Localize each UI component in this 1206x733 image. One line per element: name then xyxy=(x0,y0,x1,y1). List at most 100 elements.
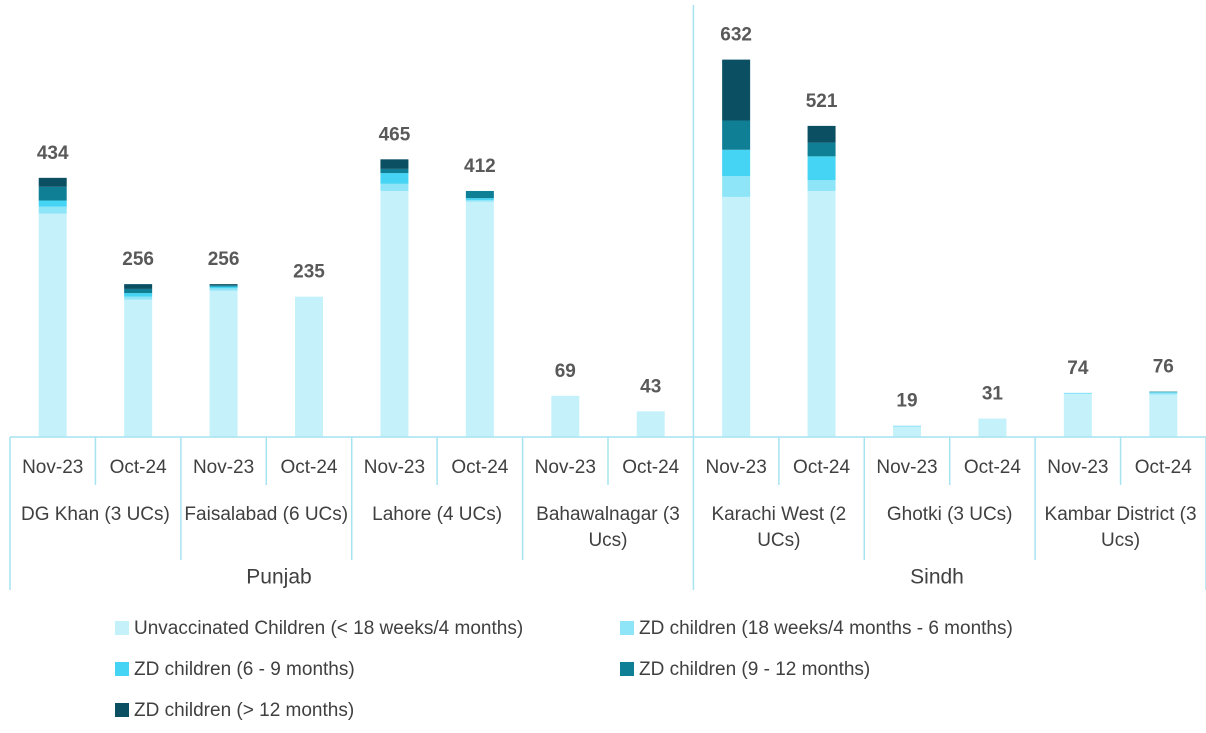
bar-segment xyxy=(1149,391,1178,393)
bar-segment xyxy=(380,183,409,191)
x-tick-label: Oct-24 xyxy=(793,457,850,478)
bar-segment xyxy=(722,149,751,177)
bar-segment xyxy=(465,199,494,202)
bar-segment xyxy=(38,206,67,214)
total-label: 632 xyxy=(720,25,752,46)
legend-label: ZD children (18 weeks/4 months - 6 month… xyxy=(639,618,1013,639)
bar-segment xyxy=(38,200,67,207)
bar-segment xyxy=(380,173,409,184)
bar-segment xyxy=(209,286,238,289)
bar-segment xyxy=(209,285,238,287)
x-tick-label: Oct-24 xyxy=(622,457,679,478)
total-label: 434 xyxy=(37,143,69,164)
bar-segment xyxy=(807,125,836,143)
total-label: 76 xyxy=(1153,357,1174,378)
bar-segment xyxy=(807,190,836,437)
bar-segment xyxy=(807,156,836,181)
legend-swatch xyxy=(115,662,129,676)
group-label: Bahawalnagar (3 Ucs) xyxy=(536,504,680,551)
bar-segment xyxy=(124,293,153,297)
total-label: 256 xyxy=(122,249,154,270)
x-tick-label: Nov-23 xyxy=(364,457,425,478)
total-label: 256 xyxy=(208,249,240,270)
legend-swatch xyxy=(115,703,129,717)
bar-segment xyxy=(380,159,409,169)
legend-label: Unvaccinated Children (< 18 weeks/4 mont… xyxy=(134,618,523,639)
group-label-box: Kambar District (3 Ucs) xyxy=(1044,504,1197,551)
bar-segment xyxy=(722,120,751,150)
total-label: 465 xyxy=(379,124,411,145)
bar-segment xyxy=(38,177,67,187)
group-label: Kambar District (3 Ucs) xyxy=(1044,504,1197,551)
bar-segment xyxy=(551,395,580,437)
province-label: Punjab xyxy=(246,566,311,589)
total-label: 521 xyxy=(806,91,838,112)
x-tick-label: Nov-23 xyxy=(193,457,254,478)
bar-segment xyxy=(1149,392,1178,395)
group-label-box: Karachi West (2 UCs) xyxy=(711,504,847,551)
bar-segment xyxy=(722,59,751,121)
x-tick-label: Oct-24 xyxy=(451,457,508,478)
total-label: 31 xyxy=(982,384,1004,405)
legend-swatch xyxy=(620,621,634,635)
bar-segment xyxy=(636,411,665,437)
bar-segment xyxy=(295,296,323,437)
bar-segment xyxy=(465,190,494,199)
bar-segment xyxy=(124,288,153,294)
province-label: Sindh xyxy=(910,566,964,589)
x-tick-label: Oct-24 xyxy=(110,457,167,478)
total-label: 43 xyxy=(640,376,661,397)
bar-segment xyxy=(1063,394,1092,437)
bar-segment xyxy=(209,284,238,286)
group-label: Ghotki (3 UCs) xyxy=(886,504,1013,525)
x-tick-label: Nov-23 xyxy=(535,457,596,478)
legend-label: ZD children (6 - 9 months) xyxy=(134,659,355,680)
group-label-box: Bahawalnagar (3 Ucs) xyxy=(536,504,680,551)
bar-segment xyxy=(124,296,153,300)
group-label-box: Lahore (4 UCs) xyxy=(372,504,503,525)
bar-segment xyxy=(807,142,836,157)
total-label: 235 xyxy=(293,262,325,283)
total-label: 19 xyxy=(896,391,917,412)
bar-segment xyxy=(978,418,1007,437)
x-tick-label: Nov-23 xyxy=(876,457,937,478)
total-label: 74 xyxy=(1067,358,1089,379)
bar-segment xyxy=(722,176,751,197)
legend-swatch xyxy=(620,662,634,676)
bar-segment xyxy=(1149,392,1178,393)
bar-segment xyxy=(38,213,67,437)
bar-segment xyxy=(465,201,494,437)
bar-segment xyxy=(124,284,153,289)
group-label: Lahore (4 UCs) xyxy=(372,504,503,525)
total-label: 69 xyxy=(555,361,576,382)
x-tick-label: Oct-24 xyxy=(1135,457,1192,478)
bar-segment xyxy=(722,196,751,437)
x-tick-label: Nov-23 xyxy=(22,457,83,478)
legend-swatch xyxy=(115,621,129,635)
x-tick-label: Oct-24 xyxy=(280,457,337,478)
x-tick-label: Oct-24 xyxy=(964,457,1021,478)
bar-segment xyxy=(209,288,238,291)
bar-segment xyxy=(1149,394,1178,437)
group-label-box: DG Khan (3 UCs) xyxy=(20,504,170,525)
group-label-box: Faisalabad (6 UCs) xyxy=(184,504,349,525)
total-label: 412 xyxy=(464,156,496,177)
bar-segment xyxy=(380,190,409,437)
x-tick-label: Nov-23 xyxy=(706,457,767,478)
legend-label: ZD children (9 - 12 months) xyxy=(639,659,870,680)
bar-segment xyxy=(893,426,921,437)
bar-segment xyxy=(807,180,836,191)
bar-segment xyxy=(1063,392,1092,395)
bar-segment xyxy=(380,168,409,174)
bar-segment xyxy=(209,290,238,437)
bar-segment xyxy=(38,186,67,201)
group-label-box: Ghotki (3 UCs) xyxy=(886,504,1013,525)
bar-segment xyxy=(124,299,153,437)
bar-segment xyxy=(893,425,921,427)
x-tick-label: Nov-23 xyxy=(1047,457,1108,478)
group-label: DG Khan (3 UCs) xyxy=(20,504,170,525)
group-label: Karachi West (2 UCs) xyxy=(711,504,847,551)
group-label: Faisalabad (6 UCs) xyxy=(184,504,349,525)
legend-label: ZD children (> 12 months) xyxy=(134,700,354,721)
